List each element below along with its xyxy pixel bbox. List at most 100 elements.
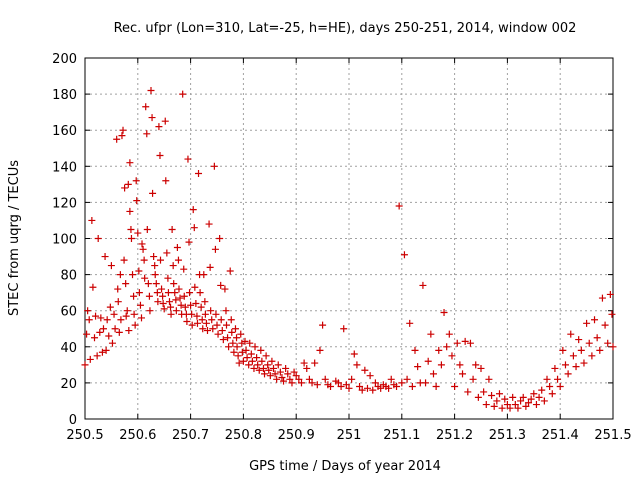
data-point bbox=[190, 224, 198, 232]
data-point bbox=[554, 375, 562, 383]
data-point bbox=[559, 346, 567, 354]
data-point bbox=[356, 383, 364, 391]
data-point bbox=[117, 316, 125, 324]
data-point bbox=[167, 310, 175, 318]
data-point bbox=[525, 399, 533, 407]
data-point bbox=[168, 225, 176, 233]
data-point bbox=[546, 383, 554, 391]
data-point bbox=[567, 330, 575, 338]
data-point bbox=[92, 312, 100, 320]
data-point bbox=[290, 368, 298, 376]
data-point bbox=[91, 334, 99, 342]
data-point bbox=[152, 280, 160, 288]
data-point bbox=[181, 303, 189, 311]
data-point bbox=[575, 336, 583, 344]
data-point bbox=[282, 364, 290, 372]
data-point bbox=[163, 249, 171, 257]
data-point bbox=[239, 357, 247, 365]
data-point bbox=[490, 402, 498, 410]
data-point bbox=[114, 285, 122, 293]
plot-frame bbox=[84, 57, 614, 420]
data-point bbox=[155, 123, 163, 131]
data-point bbox=[406, 319, 414, 327]
data-point bbox=[588, 352, 596, 360]
y-tick-label: 200 bbox=[52, 52, 77, 67]
x-axis-label: GPS time / Days of year 2014 bbox=[249, 459, 441, 474]
data-point bbox=[114, 298, 122, 306]
data-point bbox=[348, 375, 356, 383]
data-point bbox=[284, 370, 292, 378]
y-tick-label: 100 bbox=[52, 233, 77, 248]
data-point bbox=[165, 298, 173, 306]
data-point bbox=[459, 370, 467, 378]
data-point bbox=[206, 263, 214, 271]
data-point bbox=[196, 289, 204, 297]
data-point bbox=[464, 388, 472, 396]
data-point bbox=[477, 364, 485, 372]
data-point bbox=[144, 280, 152, 288]
data-point bbox=[198, 316, 206, 324]
data-point bbox=[435, 346, 443, 354]
data-point bbox=[265, 366, 273, 374]
data-point bbox=[488, 392, 496, 400]
data-point bbox=[151, 271, 159, 279]
data-point bbox=[150, 253, 158, 261]
data-point bbox=[107, 262, 115, 270]
data-point bbox=[577, 346, 585, 354]
data-point bbox=[171, 289, 179, 297]
data-point bbox=[149, 189, 157, 197]
data-point bbox=[246, 339, 254, 347]
data-point bbox=[501, 395, 509, 403]
data-point bbox=[580, 359, 588, 367]
y-tick-label: 80 bbox=[60, 269, 77, 284]
data-point bbox=[219, 336, 227, 344]
data-point bbox=[482, 401, 490, 409]
data-point bbox=[213, 321, 221, 329]
data-point bbox=[146, 307, 154, 315]
grid-lines bbox=[85, 58, 613, 419]
data-point bbox=[135, 267, 143, 275]
data-point bbox=[154, 298, 162, 306]
data-point bbox=[223, 321, 231, 329]
data-point bbox=[514, 404, 522, 412]
data-point bbox=[538, 386, 546, 394]
data-point bbox=[159, 292, 167, 300]
data-point bbox=[564, 370, 572, 378]
data-point bbox=[103, 316, 111, 324]
data-point bbox=[201, 310, 209, 318]
data-point bbox=[221, 285, 229, 293]
data-point bbox=[311, 359, 319, 367]
data-point bbox=[113, 135, 121, 143]
x-tick-label: 250.9 bbox=[278, 428, 315, 443]
data-point bbox=[192, 299, 200, 307]
data-point bbox=[278, 373, 286, 381]
data-point bbox=[162, 177, 170, 185]
data-point bbox=[456, 361, 464, 369]
data-point bbox=[208, 316, 216, 324]
data-point bbox=[519, 393, 527, 401]
data-point bbox=[212, 310, 220, 318]
chart-title: Rec. ufpr (Lon=310, Lat=-25, h=HE), days… bbox=[114, 21, 577, 36]
data-point bbox=[130, 292, 138, 300]
data-point bbox=[139, 245, 147, 253]
data-point bbox=[448, 352, 456, 360]
data-point bbox=[98, 348, 106, 356]
data-point bbox=[292, 372, 300, 380]
data-point bbox=[86, 355, 94, 363]
data-point bbox=[238, 348, 246, 356]
data-point bbox=[517, 397, 525, 405]
data-point bbox=[158, 285, 166, 293]
data-point bbox=[466, 339, 474, 347]
data-point bbox=[295, 375, 303, 383]
x-tick-label: 251.3 bbox=[489, 428, 526, 443]
data-point bbox=[303, 364, 311, 372]
data-point bbox=[143, 130, 151, 138]
data-point bbox=[116, 271, 124, 279]
data-point bbox=[440, 309, 448, 317]
data-point bbox=[561, 361, 569, 369]
data-point bbox=[241, 337, 249, 345]
data-point bbox=[269, 364, 277, 372]
y-tick-label: 20 bbox=[60, 377, 77, 392]
data-point bbox=[233, 334, 241, 342]
data-point bbox=[606, 290, 614, 298]
